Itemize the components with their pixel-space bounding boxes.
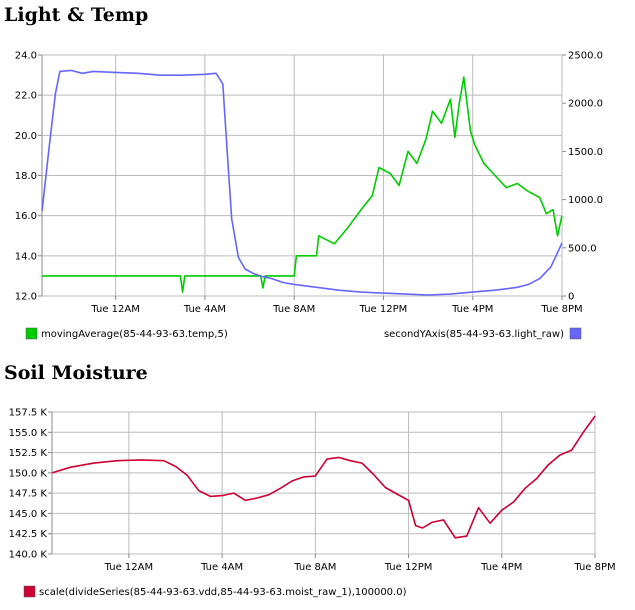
x-tick-label: Tue 4AM — [183, 304, 226, 315]
y-tick-label: 157.5 K — [9, 408, 48, 419]
y-tick-label: 14.0 — [15, 251, 37, 262]
y-tick-label: 16.0 — [15, 211, 37, 222]
x-tick-label: Tue 12PM — [384, 562, 433, 573]
x-tick-label: Tue 12PM — [359, 304, 408, 315]
y-tick-label: 22.0 — [15, 91, 37, 102]
series-line — [42, 76, 563, 293]
y-tick-label: 140.0 K — [9, 550, 48, 561]
legend-label: secondYAxis(85-44-93-63.light_raw) — [384, 329, 564, 340]
y2-tick-label: 1500.0 — [568, 147, 603, 158]
y-tick-label: 145.0 K — [9, 509, 48, 520]
soil-moisture-chart: 157.5 K 155.0 K 152.5 K 150.0 K 147.5 K 145.0… — [9, 408, 616, 599]
y2-tick-label: 2000.0 — [568, 99, 603, 110]
x-tick-label: Tue 8AM — [293, 562, 336, 573]
x-tick-label: Tue 8AM — [272, 304, 315, 315]
y-tick-label: 147.5 K — [9, 489, 48, 500]
y-tick-label: 24.0 — [15, 51, 37, 62]
light-temp-title: Light & Temp — [4, 4, 149, 26]
y2-tick-label: 1000.0 — [568, 195, 603, 206]
y-tick-label: 152.5 K — [9, 448, 48, 459]
light-temp-chart: 24.0 22.0 20.0 18.0 16.0 14.0 12.0 2500.0 2000.0… — [15, 51, 603, 341]
legend-swatch — [569, 327, 582, 340]
x-tick-label: Tue 4PM — [480, 562, 522, 573]
x-tick-label: Tue 12AM — [104, 562, 153, 573]
x-tick-label: Tue 4PM — [451, 304, 493, 315]
x-tick-label: Tue 4AM — [200, 562, 243, 573]
legend-label: scale(divideSeries(85-44-93-63.vdd,85-44… — [39, 587, 407, 598]
legend-label: movingAverage(85-44-93-63.temp,5) — [41, 329, 228, 340]
y2-tick-label: 500.0 — [568, 243, 597, 254]
series-line — [41, 69, 563, 296]
y2-tick-label: 0 — [568, 292, 574, 303]
y-tick-label: 18.0 — [15, 171, 37, 182]
x-tick-label: Tue 8PM — [573, 562, 615, 573]
y-tick-label: 155.0 K — [9, 428, 48, 439]
series-line — [51, 415, 596, 539]
legend-swatch — [23, 585, 36, 598]
y2-tick-label: 2500.0 — [568, 51, 603, 62]
x-tick-label: Tue 12AM — [90, 304, 139, 315]
soil-moisture-title: Soil Moisture — [4, 362, 148, 384]
y-tick-label: 142.5 K — [9, 529, 48, 540]
y-tick-label: 150.0 K — [9, 468, 48, 479]
x-tick-label: Tue 8PM — [540, 304, 582, 315]
plot-area — [51, 411, 596, 555]
y-tick-label: 20.0 — [15, 131, 37, 142]
y-tick-label: 12.0 — [15, 292, 37, 303]
legend-swatch — [25, 327, 38, 340]
